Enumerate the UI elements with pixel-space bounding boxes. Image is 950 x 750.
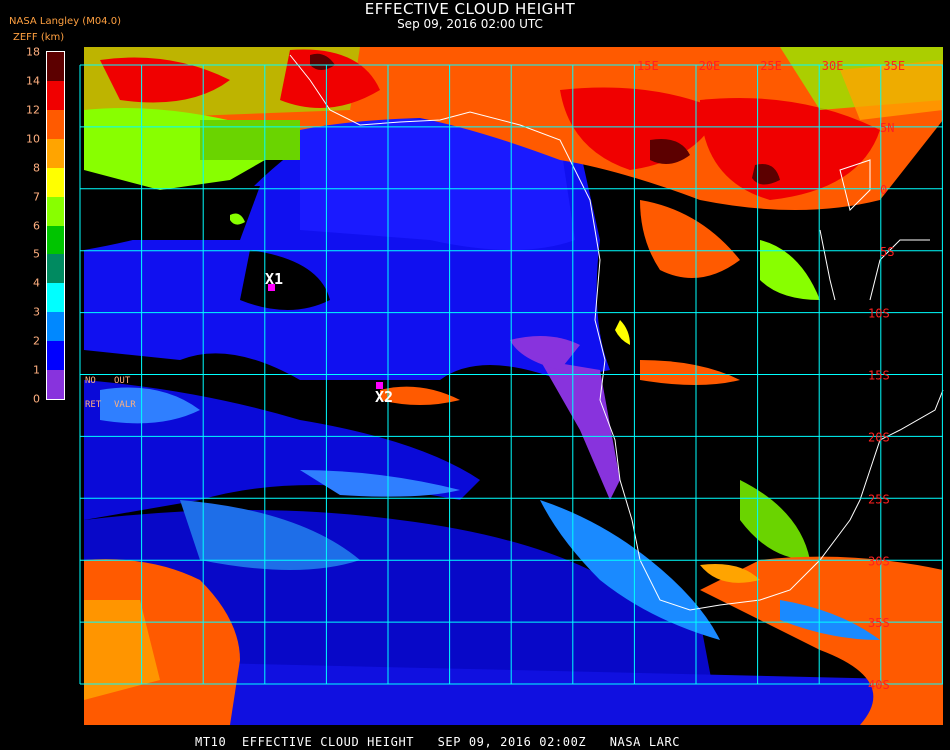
- lat-label: 5S: [880, 245, 894, 259]
- page-subtitle: Sep 09, 2016 02:00 UTC: [397, 17, 543, 31]
- marker-x2-label: X2: [375, 388, 393, 406]
- lat-label: 0: [880, 183, 887, 197]
- legend-swatch: [47, 341, 64, 371]
- footer-caption: MT10 EFFECTIVE CLOUD HEIGHT SEP 09, 2016…: [195, 735, 681, 749]
- lat-label: 15S: [868, 369, 890, 383]
- page-title: EFFECTIVE CLOUD HEIGHT: [364, 0, 576, 18]
- legend-swatch: [47, 254, 64, 284]
- legend-tick: 14: [26, 74, 40, 88]
- legend-tick: 3: [33, 305, 40, 319]
- lat-label: 40S: [868, 678, 890, 692]
- legend-swatch: [47, 138, 64, 168]
- legend-tick: 4: [33, 276, 40, 290]
- legend-tick: 8: [33, 161, 40, 175]
- source-label: NASA Langley (M04.0): [9, 16, 121, 27]
- lat-lon-grid: [79, 64, 943, 685]
- marker-x2[interactable]: [376, 382, 383, 389]
- legend-tick: 12: [26, 103, 40, 117]
- no-ret-label-2: RET: [85, 400, 102, 410]
- legend-tick: 10: [26, 132, 40, 146]
- grid-labels: 15E 20E 25E 30E 35E 5N 0 5S 10S 15S 20S 25S 30S 35S 40…: [637, 59, 905, 692]
- legend-unit: ZEFF (km): [13, 32, 65, 43]
- legend-tick: 1: [33, 363, 40, 377]
- legend-tick: 2: [33, 334, 40, 348]
- lat-label: 20S: [868, 431, 890, 445]
- legend-swatch: [47, 109, 64, 139]
- legend-swatch: [47, 167, 64, 197]
- lon-label: 20E: [699, 59, 721, 73]
- no-ret-label: NO: [85, 376, 96, 386]
- legend-tick: 18: [26, 45, 40, 59]
- out-valr-label: OUT: [114, 376, 131, 386]
- lat-label: 5N: [880, 121, 894, 135]
- legend-swatch: [47, 196, 64, 226]
- marker-x1[interactable]: [268, 284, 275, 291]
- lat-label: 25S: [868, 492, 890, 506]
- marker-x1-label: X1: [265, 270, 283, 288]
- legend-swatch: [47, 52, 64, 81]
- legend-swatch: [47, 312, 64, 342]
- lon-label: 15E: [637, 59, 659, 73]
- out-valr-label-2: VALR: [114, 400, 136, 410]
- legend-tick: 7: [33, 190, 40, 204]
- legend-swatch: [47, 80, 64, 110]
- legend-tick: 5: [33, 247, 40, 261]
- color-legend: [46, 51, 65, 400]
- coastline: [289, 54, 944, 611]
- lat-label: 30S: [868, 554, 890, 568]
- lat-label: 35S: [868, 616, 890, 630]
- legend-swatch: [47, 370, 64, 400]
- legend-tick: 6: [33, 219, 40, 232]
- lon-label: 25E: [760, 59, 782, 73]
- legend-swatch: [47, 225, 64, 255]
- lon-label: 35E: [883, 59, 905, 73]
- lon-label: 30E: [822, 59, 844, 73]
- lat-label: 10S: [868, 307, 890, 321]
- legend-tick: 0: [33, 392, 40, 406]
- legend-swatch: [47, 283, 64, 313]
